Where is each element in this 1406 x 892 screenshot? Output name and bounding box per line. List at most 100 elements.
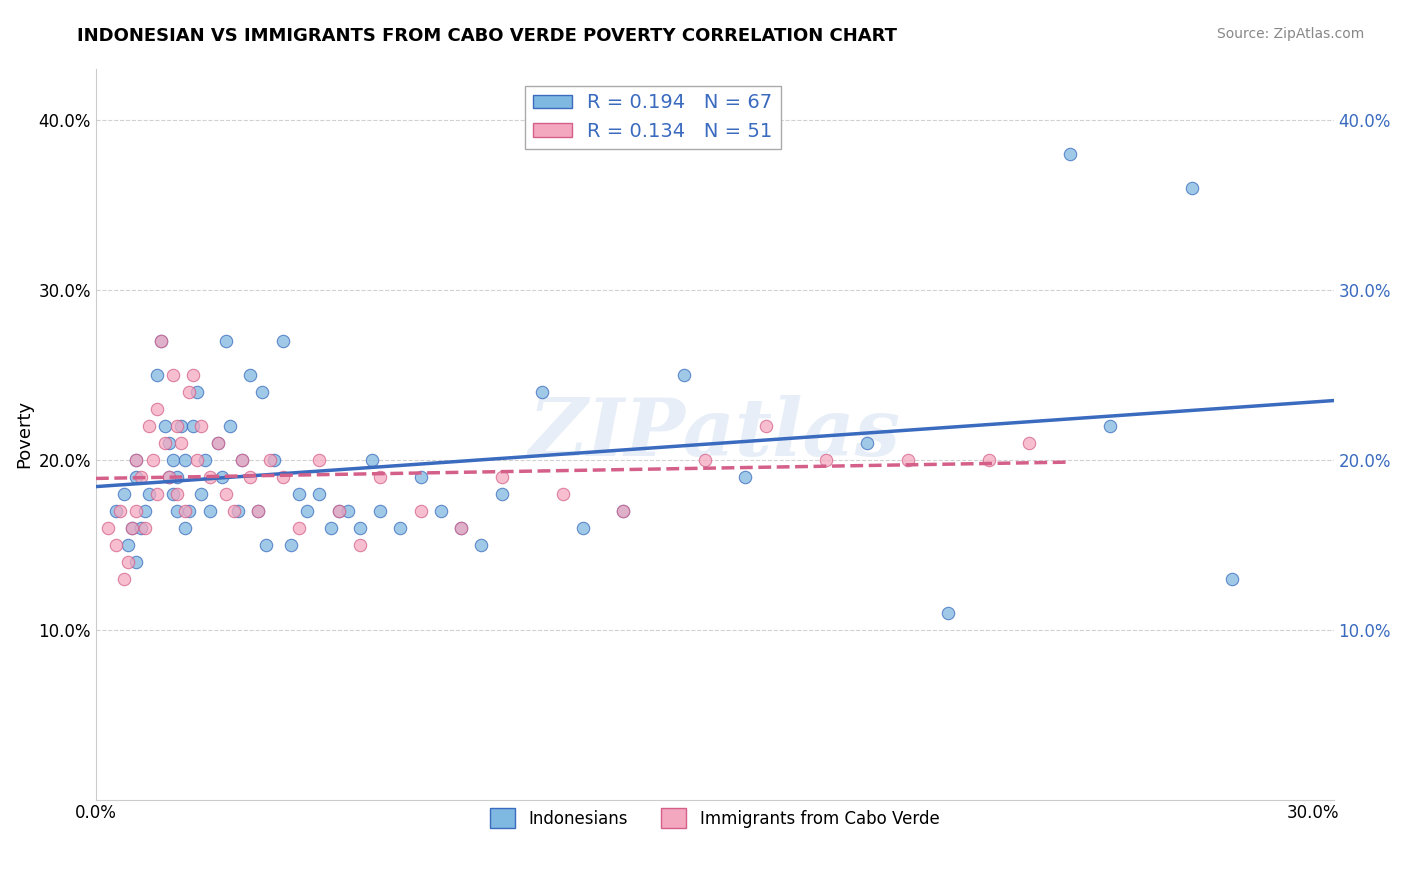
Point (125, 452, 148, 467)
Point (349, 537, 371, 551)
Point (186, 452, 208, 467)
Point (1181, 180, 1204, 194)
Point (125, 555, 148, 569)
Point (226, 503, 249, 517)
Point (110, 503, 132, 517)
Point (336, 503, 359, 517)
Point (157, 435, 180, 450)
Point (125, 503, 148, 517)
Point (138, 418, 160, 433)
Point (328, 503, 350, 517)
Text: INDONESIAN VS IMMIGRANTS FROM CABO VERDE POVERTY CORRELATION CHART: INDONESIAN VS IMMIGRANTS FROM CABO VERDE… (77, 27, 897, 45)
Point (288, 520, 311, 534)
Point (470, 537, 492, 551)
Point (856, 435, 879, 450)
Point (215, 334, 238, 348)
Point (271, 334, 294, 348)
Point (572, 520, 595, 534)
Point (181, 368, 204, 382)
Point (1220, 572, 1243, 586)
Point (97, 520, 120, 534)
Point (190, 418, 212, 433)
Point (259, 452, 281, 467)
Point (125, 452, 148, 467)
Point (673, 368, 696, 382)
Point (179, 384, 201, 399)
Point (321, 520, 343, 534)
Point (121, 520, 143, 534)
Point (734, 469, 756, 483)
Point (612, 503, 634, 517)
Point (231, 452, 253, 467)
Point (349, 520, 371, 534)
Point (328, 503, 350, 517)
Point (121, 520, 143, 534)
Point (166, 418, 188, 433)
Point (360, 452, 382, 467)
Point (222, 503, 245, 517)
Point (450, 520, 472, 534)
Point (308, 452, 330, 467)
Y-axis label: Poverty: Poverty (15, 400, 32, 468)
Point (295, 503, 318, 517)
Point (389, 520, 412, 534)
Point (162, 368, 184, 382)
Text: Source: ZipAtlas.com: Source: ZipAtlas.com (1216, 27, 1364, 41)
Point (105, 537, 128, 551)
Point (166, 469, 188, 483)
Point (105, 503, 128, 517)
Point (170, 435, 193, 450)
Point (254, 537, 277, 551)
Point (551, 486, 574, 500)
Point (271, 469, 294, 483)
Point (146, 486, 169, 500)
Point (170, 418, 193, 433)
Point (977, 452, 1000, 467)
Point (754, 418, 776, 433)
Point (215, 486, 238, 500)
Point (450, 520, 472, 534)
Point (280, 537, 302, 551)
Point (146, 401, 169, 416)
Point (153, 435, 176, 450)
Point (1059, 146, 1081, 161)
Point (207, 435, 229, 450)
Point (198, 503, 221, 517)
Point (125, 469, 148, 483)
Point (157, 469, 180, 483)
Point (531, 384, 554, 399)
Point (896, 452, 918, 467)
Point (149, 334, 172, 348)
Point (174, 503, 197, 517)
Point (368, 503, 391, 517)
Point (368, 469, 391, 483)
Point (134, 503, 156, 517)
Point (263, 452, 285, 467)
Point (218, 418, 240, 433)
Point (1018, 435, 1040, 450)
Point (146, 368, 169, 382)
Point (174, 520, 197, 534)
Point (162, 452, 184, 467)
Point (409, 469, 432, 483)
Point (211, 469, 233, 483)
Point (153, 418, 176, 433)
Point (129, 520, 152, 534)
Point (693, 452, 716, 467)
Point (112, 486, 135, 500)
Point (612, 503, 634, 517)
Point (308, 486, 330, 500)
Point (491, 486, 513, 500)
Point (179, 503, 201, 517)
Point (491, 469, 513, 483)
Point (174, 452, 197, 467)
Point (207, 435, 229, 450)
Point (430, 503, 453, 517)
Point (409, 503, 432, 517)
Point (112, 572, 135, 586)
Point (936, 606, 959, 620)
Point (190, 486, 212, 500)
Point (134, 520, 156, 534)
Point (815, 452, 838, 467)
Point (1099, 418, 1122, 433)
